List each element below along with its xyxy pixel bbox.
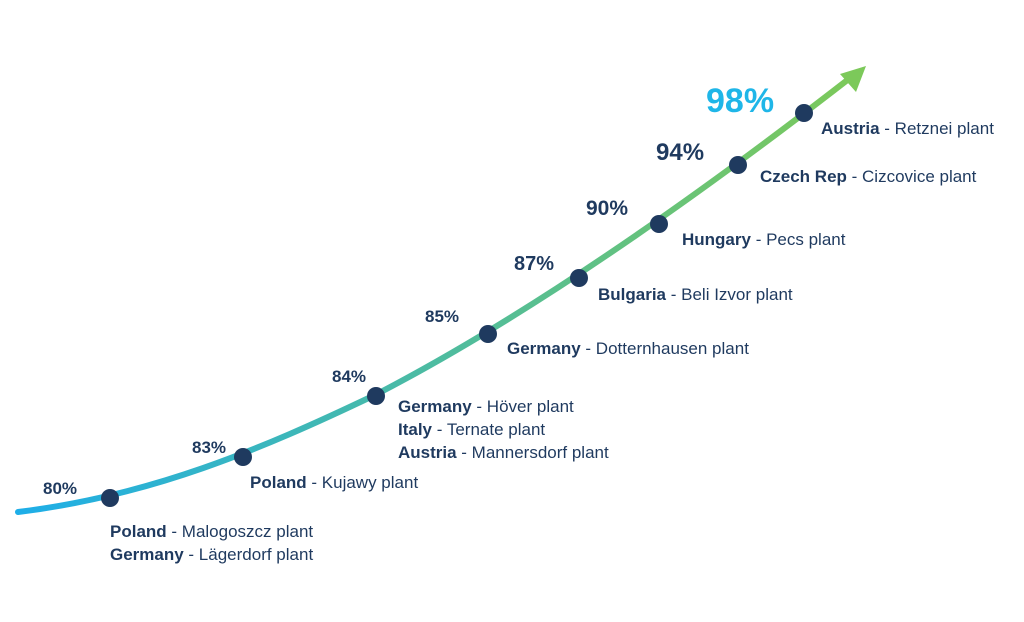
plant-label: Hungary - Pecs plant bbox=[682, 230, 846, 249]
data-point bbox=[729, 156, 747, 174]
country-name: Poland bbox=[250, 473, 307, 492]
country-name: Germany bbox=[398, 397, 472, 416]
value-label: 84% bbox=[332, 367, 366, 386]
plant-name: - Cizcovice plant bbox=[847, 167, 977, 186]
plant-name: - Pecs plant bbox=[751, 230, 846, 249]
plant-name: - Lägerdorf plant bbox=[184, 545, 314, 564]
plant-name: - Beli Izvor plant bbox=[666, 285, 793, 304]
value-label: 98% bbox=[706, 82, 774, 120]
plant-label: Poland - Kujawy plant bbox=[250, 473, 418, 492]
plant-label: Italy - Ternate plant bbox=[398, 420, 545, 439]
country-name: Poland bbox=[110, 522, 167, 541]
data-point bbox=[234, 448, 252, 466]
plant-label: Poland - Malogoszcz plant bbox=[110, 522, 313, 541]
data-point bbox=[101, 489, 119, 507]
data-point bbox=[795, 104, 813, 122]
plant-name: - Kujawy plant bbox=[307, 473, 419, 492]
value-label: 90% bbox=[586, 197, 628, 220]
country-name: Czech Rep bbox=[760, 167, 847, 186]
data-point bbox=[479, 325, 497, 343]
value-label: 87% bbox=[514, 253, 554, 275]
plant-name: - Malogoszcz plant bbox=[167, 522, 314, 541]
country-name: Italy bbox=[398, 420, 433, 439]
plant-label: Germany - Lägerdorf plant bbox=[110, 545, 313, 564]
data-point bbox=[367, 387, 385, 405]
plant-label: Czech Rep - Cizcovice plant bbox=[760, 167, 977, 186]
trend-curve bbox=[15, 75, 853, 515]
plant-label: Austria - Mannersdorf plant bbox=[398, 443, 609, 462]
plant-name: - Ternate plant bbox=[432, 420, 545, 439]
plant-label: Germany - Höver plant bbox=[398, 397, 574, 416]
value-label: 85% bbox=[425, 307, 459, 326]
plant-label: Austria - Retznei plant bbox=[821, 119, 994, 138]
plant-label: Bulgaria - Beli Izvor plant bbox=[598, 285, 793, 304]
value-label: 80% bbox=[43, 479, 77, 498]
country-name: Germany bbox=[110, 545, 184, 564]
data-point bbox=[650, 215, 668, 233]
country-name: Bulgaria bbox=[598, 285, 667, 304]
value-label: 94% bbox=[656, 139, 704, 166]
value-label: 83% bbox=[192, 438, 226, 457]
data-point bbox=[570, 269, 588, 287]
country-name: Austria bbox=[821, 119, 880, 138]
country-name: Austria bbox=[398, 443, 457, 462]
plant-label: Germany - Dotternhausen plant bbox=[507, 339, 749, 358]
arrow-head-icon bbox=[840, 66, 866, 92]
country-name: Hungary bbox=[682, 230, 752, 249]
plant-name: - Dotternhausen plant bbox=[581, 339, 749, 358]
plant-name: - Höver plant bbox=[472, 397, 574, 416]
plant-name: - Mannersdorf plant bbox=[457, 443, 609, 462]
country-name: Germany bbox=[507, 339, 581, 358]
plant-name: - Retznei plant bbox=[880, 119, 995, 138]
